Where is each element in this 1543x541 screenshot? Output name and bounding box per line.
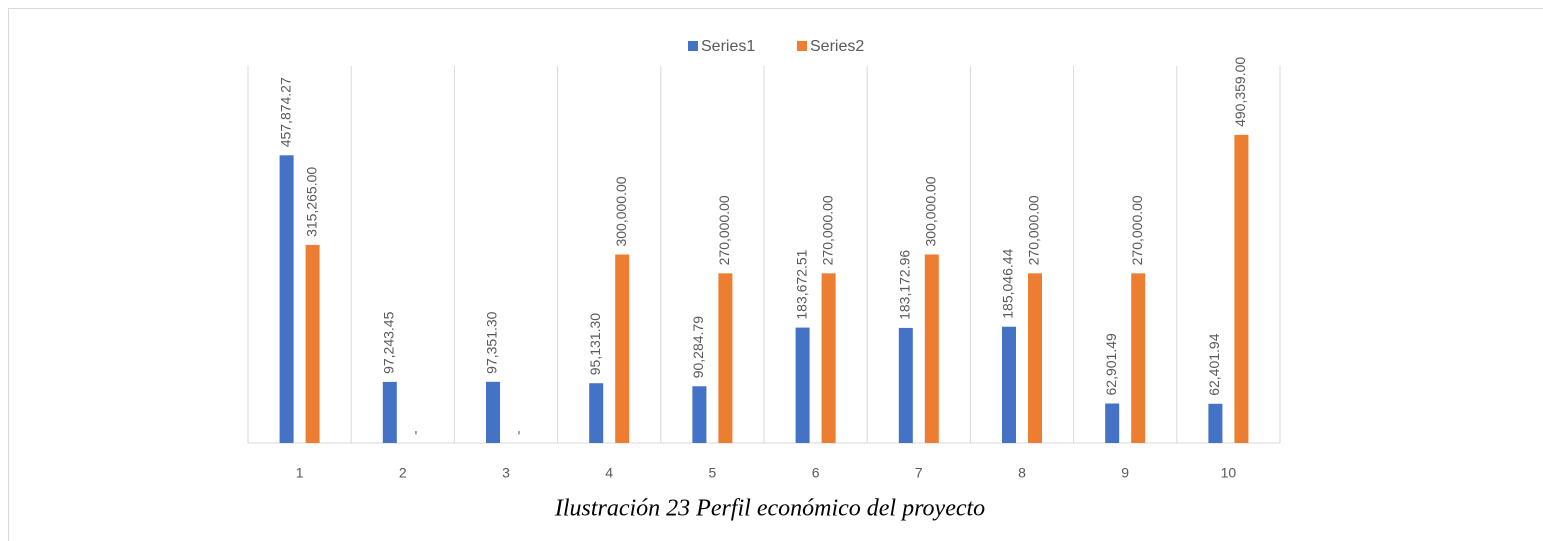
bar	[795, 327, 810, 443]
data-label: 270,000.00	[716, 195, 732, 265]
bar	[718, 273, 733, 443]
data-label: 185,046.44	[1000, 248, 1016, 318]
bar	[382, 381, 397, 443]
x-tick-label: 5	[709, 465, 717, 481]
bar	[924, 254, 939, 443]
legend-label: Series2	[810, 38, 864, 55]
data-label: 95,131.30	[587, 313, 603, 375]
data-label: -	[407, 430, 423, 435]
caption: Ilustración 23 Perfil económico del proy…	[554, 496, 985, 522]
data-label: 270,000.00	[1026, 195, 1042, 265]
data-label: 183,672.51	[793, 249, 809, 319]
chart-frame	[8, 8, 1543, 541]
bar	[1028, 273, 1042, 443]
bar	[692, 386, 707, 443]
x-tick-label: 8	[1018, 465, 1026, 481]
data-label: 62,401.94	[1206, 333, 1222, 395]
x-tick-label: 9	[1121, 465, 1129, 481]
data-label: 300,000.00	[923, 176, 939, 246]
x-tick-label: 2	[399, 465, 407, 481]
legend-swatch	[688, 41, 698, 51]
bar	[1234, 134, 1249, 443]
x-tick-label: 3	[502, 465, 510, 481]
bar	[305, 244, 320, 443]
bar	[486, 381, 500, 443]
bar	[821, 273, 836, 443]
bar	[1131, 273, 1146, 443]
bar	[589, 383, 604, 443]
data-label: 97,351.30	[484, 311, 500, 373]
x-tick-label: 4	[605, 465, 613, 481]
bar	[1105, 403, 1120, 443]
data-label: 90,284.79	[690, 316, 706, 378]
data-label: 457,874.27	[277, 77, 293, 147]
bar	[1002, 326, 1016, 443]
data-label: 300,000.00	[613, 176, 629, 246]
data-label: 270,000.00	[819, 195, 835, 265]
data-label: 62,901.49	[1103, 333, 1119, 395]
x-tick-label: 6	[812, 465, 820, 481]
data-label: 490,359.00	[1232, 57, 1248, 127]
legend-swatch	[797, 41, 807, 51]
bar	[279, 155, 294, 443]
x-tick-label: 10	[1221, 465, 1237, 481]
x-tick-label: 1	[296, 465, 304, 481]
bar	[1208, 403, 1223, 443]
bar	[898, 327, 913, 443]
data-label: 270,000.00	[1129, 195, 1145, 265]
x-tick-label: 7	[915, 465, 923, 481]
data-label: 183,172.96	[897, 250, 913, 320]
bar	[615, 254, 630, 443]
legend-label: Series1	[701, 38, 755, 55]
data-label: 315,265.00	[303, 167, 319, 237]
data-label: 97,243.45	[381, 311, 397, 373]
data-label: -	[510, 430, 526, 435]
